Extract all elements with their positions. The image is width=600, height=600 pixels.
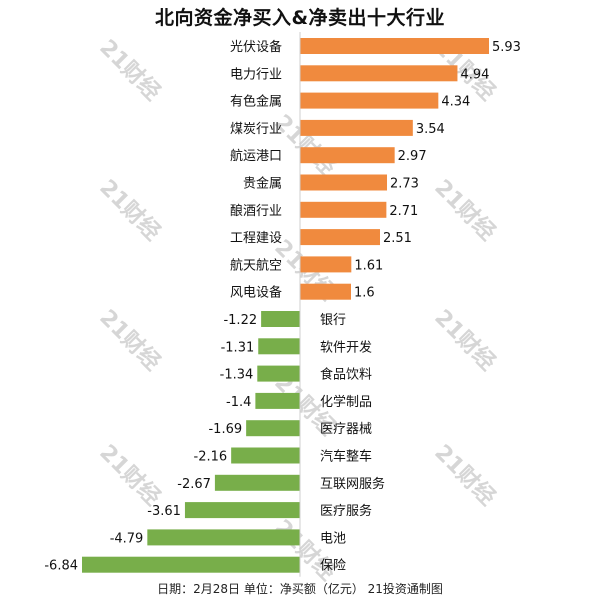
chart-footer: 日期：2月28日 单位：净买额（亿元） 21投资通制图 xyxy=(157,582,443,596)
category-label: 有色金属 xyxy=(230,94,282,110)
watermark-text: 21财经 xyxy=(429,174,500,245)
bar xyxy=(147,529,300,546)
category-label: 贵金属 xyxy=(243,176,282,192)
value-label: 4.34 xyxy=(441,95,470,110)
watermark-text: 21财经 xyxy=(94,304,165,375)
value-label: 2.97 xyxy=(398,149,427,164)
bar xyxy=(82,556,300,573)
watermark-text: 21财经 xyxy=(429,304,500,375)
bar xyxy=(300,92,439,109)
value-label: -2.16 xyxy=(194,450,228,465)
category-label: 银行 xyxy=(320,313,346,328)
bar xyxy=(257,365,300,382)
value-label: -1.69 xyxy=(208,422,242,437)
watermark-text: 21财经 xyxy=(269,514,340,585)
watermark-text: 21财经 xyxy=(429,439,500,510)
value-label: 3.54 xyxy=(416,122,445,137)
category-label: 航运港口 xyxy=(230,148,282,164)
category-label: 电力行业 xyxy=(230,67,282,82)
bar xyxy=(300,119,413,136)
value-label: -2.67 xyxy=(177,477,211,492)
value-label: 2.73 xyxy=(390,177,419,192)
value-label: 1.61 xyxy=(354,258,383,273)
bar xyxy=(300,256,352,273)
value-label: -1.31 xyxy=(221,340,255,355)
bar xyxy=(300,65,458,82)
category-label: 保险 xyxy=(320,559,346,574)
value-label: -1.22 xyxy=(223,313,257,328)
value-label: 1.6 xyxy=(354,286,375,301)
bar xyxy=(255,392,300,409)
value-label: -4.79 xyxy=(110,531,144,546)
bar xyxy=(300,229,380,246)
watermark-text: 21财经 xyxy=(94,439,165,510)
category-label: 软件开发 xyxy=(320,339,372,355)
category-label: 工程建设 xyxy=(230,231,282,246)
bar xyxy=(300,283,351,300)
value-label: 4.94 xyxy=(460,67,489,82)
watermark-text: 21财经 xyxy=(94,174,165,245)
chart-title: 北向资金净买入&净卖出十大行业 xyxy=(154,7,446,29)
category-label: 医疗服务 xyxy=(320,503,372,519)
bar xyxy=(300,147,395,164)
value-label: 2.51 xyxy=(383,231,412,246)
bar xyxy=(214,474,300,491)
value-label: -6.84 xyxy=(44,559,78,574)
value-label: -3.61 xyxy=(147,504,181,519)
bar xyxy=(300,201,387,218)
category-label: 互联网服务 xyxy=(320,476,385,492)
category-label: 医疗器械 xyxy=(320,422,372,437)
value-label: -1.34 xyxy=(220,368,254,383)
value-label: -1.4 xyxy=(226,395,251,410)
watermark-text: 21财经 xyxy=(94,34,165,105)
bar xyxy=(261,311,300,327)
category-label: 风电设备 xyxy=(230,285,282,301)
category-label: 食品饮料 xyxy=(320,367,372,383)
category-label: 航天航空 xyxy=(230,257,282,273)
bar xyxy=(246,420,300,437)
bar xyxy=(300,38,489,54)
category-label: 化学制品 xyxy=(320,394,372,410)
value-label: 5.93 xyxy=(492,40,521,55)
bar xyxy=(231,447,300,464)
bar xyxy=(184,502,300,519)
category-label: 汽车整车 xyxy=(320,449,372,465)
category-label: 酿酒行业 xyxy=(230,203,282,219)
bar xyxy=(258,338,300,355)
category-label: 光伏设备 xyxy=(230,39,282,55)
category-label: 电池 xyxy=(320,531,346,546)
bar xyxy=(300,174,388,191)
category-label: 煤炭行业 xyxy=(230,122,282,137)
value-label: 2.71 xyxy=(389,204,418,219)
